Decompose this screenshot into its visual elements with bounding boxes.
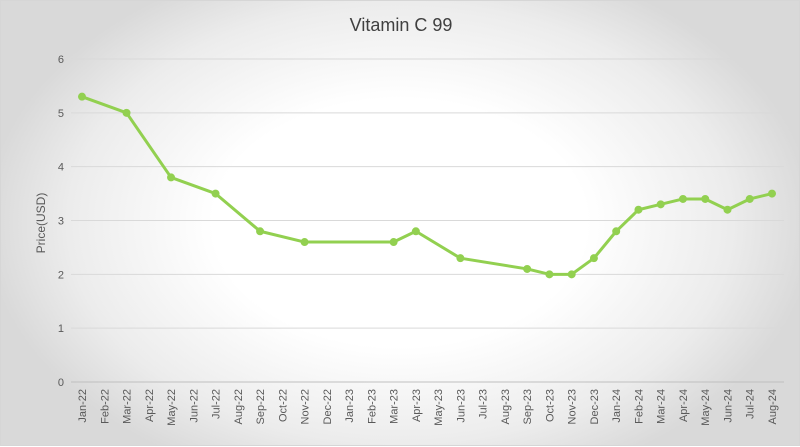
y-tick-label: 4 bbox=[58, 162, 64, 174]
x-tick-label: Aug-22 bbox=[233, 389, 245, 424]
x-tick-label: Feb-24 bbox=[633, 389, 645, 424]
x-tick-label: Apr-24 bbox=[678, 389, 690, 422]
data-point bbox=[701, 194, 710, 203]
data-point bbox=[545, 270, 554, 279]
x-tick-label: Jul-24 bbox=[745, 389, 757, 419]
data-point bbox=[456, 254, 465, 263]
x-tick-label: Aug-24 bbox=[767, 389, 779, 424]
data-point bbox=[768, 189, 776, 198]
data-point bbox=[678, 194, 687, 203]
data-point bbox=[634, 205, 643, 214]
x-tick-label: Nov-22 bbox=[300, 389, 312, 424]
x-tick-label: Jul-22 bbox=[211, 389, 223, 419]
y-tick-label: 3 bbox=[58, 216, 64, 228]
data-point bbox=[167, 173, 176, 182]
x-tick-label: Apr-23 bbox=[411, 389, 423, 422]
x-tick-label: Feb-23 bbox=[366, 389, 378, 424]
x-tick-label: May-22 bbox=[166, 389, 178, 426]
x-tick-label: Jan-23 bbox=[344, 389, 356, 423]
x-tick-label: Oct-22 bbox=[277, 389, 289, 422]
data-point bbox=[78, 92, 86, 101]
data-point bbox=[389, 238, 398, 247]
data-point bbox=[745, 194, 754, 203]
series-layer bbox=[78, 92, 776, 279]
x-tick-label: Nov-23 bbox=[567, 389, 579, 424]
x-tick-label: Aug-23 bbox=[500, 389, 512, 424]
x-tick-label: May-23 bbox=[433, 389, 445, 426]
x-tick-label: Mar-22 bbox=[122, 389, 134, 424]
data-point bbox=[523, 264, 532, 273]
y-tick-label: 1 bbox=[58, 323, 64, 335]
data-point bbox=[122, 108, 131, 117]
x-tick-label: Mar-23 bbox=[389, 389, 401, 424]
x-tick-labels: Jan-22 Feb-22 Mar-22 Apr-22 May-22 Jun-22 Jul-… bbox=[77, 389, 779, 426]
x-tick-label: Jun-24 bbox=[722, 389, 734, 423]
y-tick-label: 0 bbox=[58, 377, 64, 389]
x-tick-label: Dec-22 bbox=[322, 389, 334, 424]
x-tick-label: Sep-22 bbox=[255, 389, 267, 424]
x-tick-label: Apr-22 bbox=[144, 389, 156, 422]
x-tick-label: Feb-22 bbox=[99, 389, 111, 424]
x-tick-label: May-24 bbox=[700, 389, 712, 426]
x-tick-label: Jun-22 bbox=[188, 389, 200, 423]
x-tick-label: Jul-23 bbox=[478, 389, 490, 419]
x-tick-label: Dec-23 bbox=[589, 389, 601, 424]
series-line bbox=[80, 95, 774, 276]
data-point bbox=[300, 238, 309, 247]
x-tick-label: Mar-24 bbox=[656, 389, 668, 424]
y-tick-labels: 0 1 2 3 4 5 6 bbox=[58, 54, 64, 389]
data-point bbox=[256, 227, 265, 236]
data-point bbox=[656, 200, 665, 209]
y-tick-label: 6 bbox=[58, 54, 64, 66]
data-point bbox=[411, 227, 420, 236]
chart-title: Vitamin C 99 bbox=[349, 15, 453, 35]
data-point bbox=[567, 270, 576, 279]
x-tick-label: Jan-22 bbox=[77, 389, 89, 423]
x-tick-label: Oct-23 bbox=[544, 389, 556, 422]
y-tick-label: 2 bbox=[58, 269, 64, 281]
data-point bbox=[612, 227, 621, 236]
data-point bbox=[589, 254, 598, 263]
x-tick-label: Jan-24 bbox=[611, 389, 623, 423]
data-point bbox=[723, 205, 732, 214]
x-tick-label: Sep-23 bbox=[522, 389, 534, 424]
y-tick-label: 5 bbox=[58, 108, 64, 120]
x-tick-label: Jun-23 bbox=[455, 389, 467, 423]
grid-lines bbox=[71, 58, 784, 383]
data-point bbox=[211, 189, 220, 198]
